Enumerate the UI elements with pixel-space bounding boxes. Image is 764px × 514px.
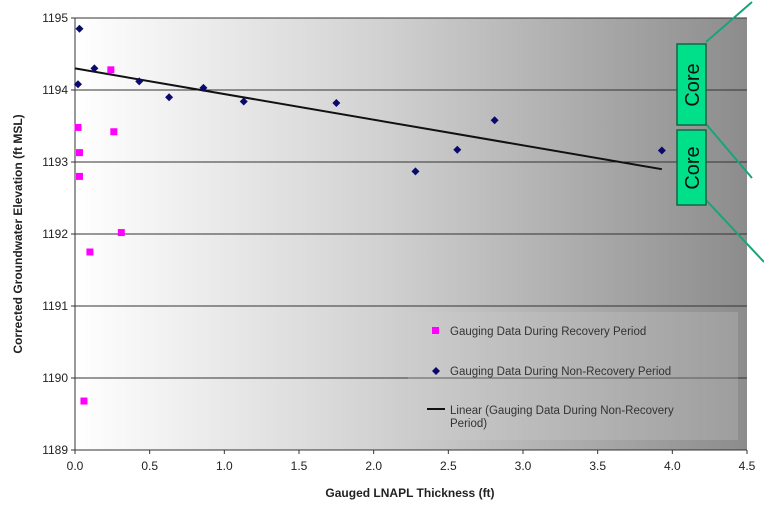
x-tick-label: 4.0	[664, 459, 681, 473]
legend-label-recovery: Gauging Data During Recovery Period	[450, 326, 646, 338]
legend-box	[408, 312, 738, 440]
core-annotations: Core Core	[676, 1, 764, 263]
y-tick-label: 1191	[42, 299, 68, 313]
recovery-point	[110, 128, 118, 136]
core-label-upper-box	[676, 43, 707, 126]
recovery-point	[117, 229, 125, 237]
legend-label-non-recovery: Gauging Data During Non-Recovery Period	[450, 366, 671, 378]
recovery-point	[74, 123, 82, 131]
non-recovery-point	[90, 64, 99, 73]
non-recovery-point	[411, 167, 420, 176]
legend-marker-recovery	[432, 327, 439, 334]
non-recovery-point	[75, 24, 84, 33]
connector-line-top	[705, 1, 753, 43]
x-tick-label: 2.0	[365, 459, 382, 473]
x-tick-label: 3.0	[515, 459, 532, 473]
gridlines	[75, 17, 747, 379]
legend-marker-non-recovery	[432, 367, 440, 375]
non-recovery-point	[199, 83, 208, 92]
non-recovery-point	[135, 77, 144, 86]
recovery-point	[86, 248, 94, 256]
recovery-point	[107, 66, 115, 74]
non-recovery-point	[657, 146, 666, 155]
data-marks	[73, 24, 666, 405]
non-recovery-point	[73, 80, 82, 89]
non-recovery-point	[490, 116, 499, 125]
x-tick-label: 2.5	[440, 459, 457, 473]
non-recovery-point	[332, 98, 341, 107]
x-tick-label: 0.0	[67, 459, 84, 473]
y-tick-label: 1194	[42, 83, 68, 97]
non-recovery-point	[239, 97, 248, 106]
y-axis-title: Corrected Groundwater Elevation (ft MSL)	[11, 114, 25, 353]
connector-line-bottom	[705, 199, 764, 263]
x-tick-label: 1.5	[291, 459, 308, 473]
recovery-point	[75, 172, 83, 180]
y-tick-label: 1189	[42, 443, 68, 457]
x-tick-label: 3.5	[589, 459, 606, 473]
core-label-lower: Core	[682, 146, 704, 189]
connector-line-middle	[705, 123, 753, 179]
legend-label-linear-line2: Period)	[450, 418, 487, 430]
non-recovery-point	[453, 145, 462, 154]
x-tick-label: 0.5	[141, 459, 158, 473]
x-tick-label: 4.5	[739, 459, 756, 473]
x-axis-title: Gauged LNAPL Thickness (ft)	[325, 486, 494, 500]
core-label-lower-box	[676, 129, 707, 206]
axes	[71, 17, 748, 454]
y-tick-label: 1193	[42, 155, 68, 169]
legend-label-linear: Linear (Gauging Data During Non-Recovery…	[450, 405, 677, 430]
y-tick-labels: 1189 1190 1191 1192 1193 1194 1195	[42, 11, 68, 457]
legend-label-linear-line1: Linear (Gauging Data During Non-Recovery	[450, 405, 674, 417]
legend: Gauging Data During Recovery Period Gaug…	[408, 312, 738, 440]
core-label-upper: Core	[682, 63, 704, 106]
y-tick-label: 1195	[42, 11, 68, 25]
recovery-point	[80, 397, 88, 405]
trendline	[74, 67, 663, 171]
y-tick-label: 1190	[42, 371, 68, 385]
y-tick-label: 1192	[42, 227, 68, 241]
x-tick-label: 1.0	[216, 459, 233, 473]
x-tick-labels: 0.0 0.5 1.0 1.5 2.0 2.5 3.0 3.5 4.0 4.5	[67, 459, 756, 473]
recovery-point	[75, 149, 83, 157]
non-recovery-point	[165, 93, 174, 102]
